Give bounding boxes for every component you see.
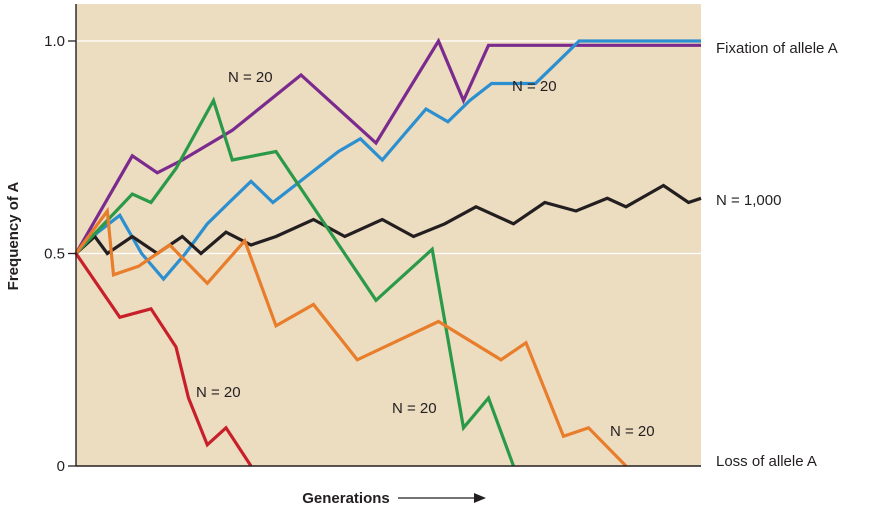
series-line-orange <box>74 206 628 468</box>
series-label-green: N = 20 <box>392 400 437 417</box>
series-line-red <box>74 252 253 467</box>
x-axis-title: Generations <box>302 490 390 507</box>
series-label-orange: N = 20 <box>610 423 655 440</box>
fixation-label: Fixation of allele A <box>716 40 838 57</box>
series-line-green <box>74 96 516 467</box>
series-line-black <box>74 183 702 256</box>
y-axis-title: Frequency of A <box>5 182 22 291</box>
x-axis-arrow <box>398 493 486 503</box>
series-line-purple <box>74 37 701 255</box>
series-layer <box>74 37 702 468</box>
plot-background <box>76 4 701 466</box>
y-tick-label-1: 0.5 <box>44 246 65 263</box>
series-label-blue: N = 20 <box>512 78 557 95</box>
loss-label: Loss of allele A <box>716 453 817 470</box>
series-label-purple: N = 20 <box>228 69 273 86</box>
y-tick-label-2: 1.0 <box>44 33 65 50</box>
axes <box>75 4 701 467</box>
series-label-red: N = 20 <box>196 384 241 401</box>
y-tick-label-0: 0 <box>57 458 65 475</box>
n1000-label: N = 1,000 <box>716 192 781 209</box>
y-ticks: 0 0.5 1.0 <box>44 33 76 475</box>
